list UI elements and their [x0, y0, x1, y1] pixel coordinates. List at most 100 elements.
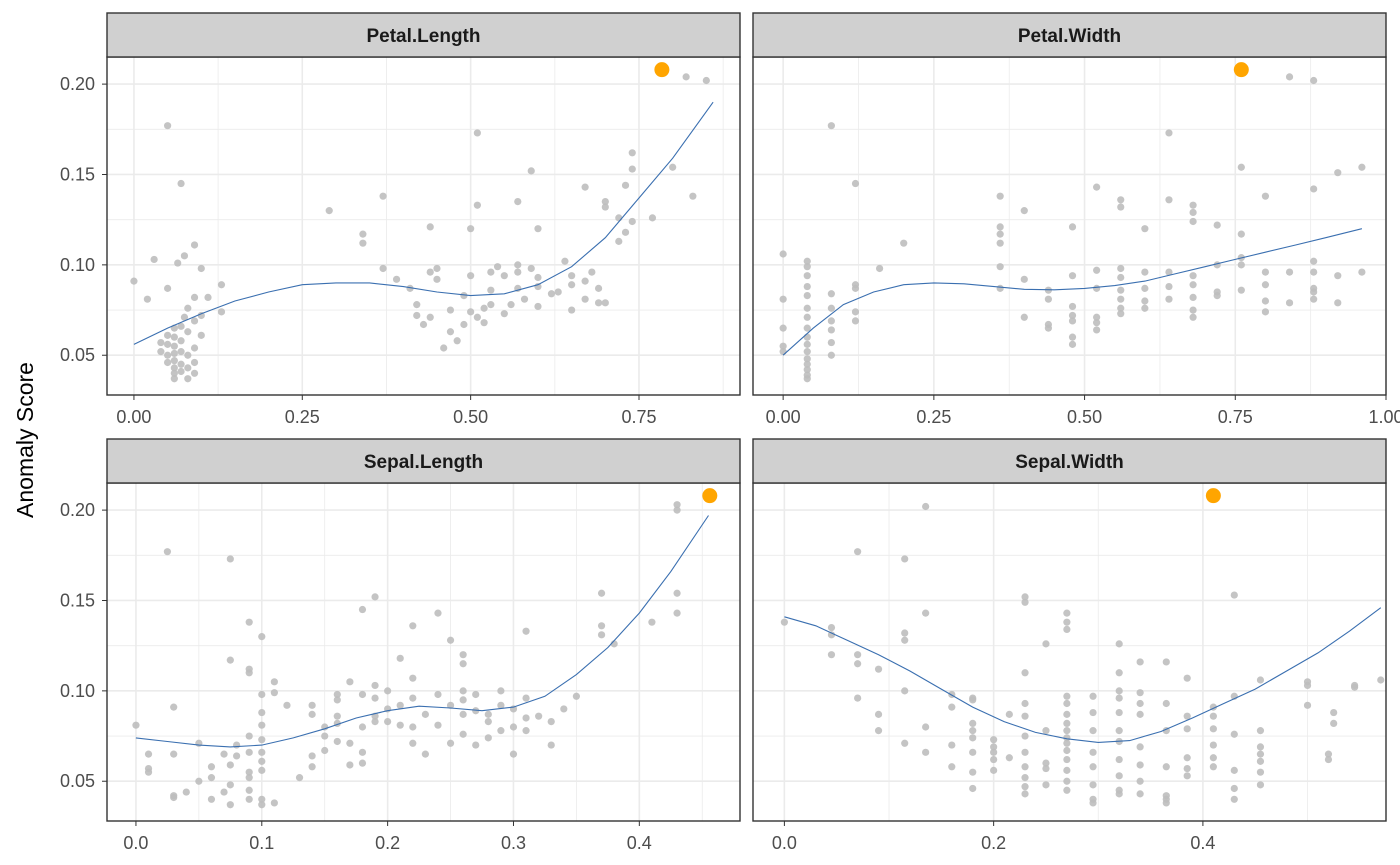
data-point — [245, 786, 253, 794]
data-point — [803, 375, 811, 383]
data-point — [358, 605, 367, 614]
data-point — [568, 272, 576, 280]
data-point — [226, 555, 234, 563]
data-point — [359, 239, 367, 247]
data-point — [1189, 281, 1197, 289]
data-point — [1261, 192, 1270, 200]
data-point — [1183, 754, 1191, 762]
data-point — [851, 179, 860, 188]
data-point — [534, 225, 542, 233]
data-point — [509, 723, 518, 731]
x-tick-label: 0.75 — [1218, 407, 1253, 427]
data-point — [1063, 692, 1071, 700]
data-point — [1230, 795, 1238, 803]
data-point — [621, 181, 630, 189]
data-point — [1068, 272, 1077, 280]
data-point — [803, 257, 811, 265]
data-point — [547, 717, 555, 726]
x-tick-label: 1.00 — [1368, 407, 1400, 427]
facet-strip — [106, 12, 741, 58]
data-point — [1237, 261, 1245, 269]
data-point — [245, 774, 253, 782]
data-point — [217, 308, 226, 316]
data-point — [184, 304, 192, 312]
data-point — [615, 237, 623, 245]
data-point — [996, 192, 1004, 200]
data-point — [1063, 786, 1071, 794]
data-point — [803, 263, 811, 271]
data-point — [1115, 694, 1123, 702]
data-point — [1093, 313, 1101, 321]
data-point — [1377, 676, 1385, 684]
data-point — [1117, 264, 1125, 273]
data-point — [1358, 163, 1366, 171]
data-point — [1261, 268, 1270, 276]
data-point — [628, 165, 636, 173]
data-point — [990, 748, 998, 756]
data-point — [421, 710, 429, 718]
data-point — [459, 696, 467, 704]
data-point — [358, 690, 367, 699]
data-point — [1115, 687, 1123, 695]
data-point — [1303, 681, 1312, 690]
x-tick-label: 0.2 — [375, 833, 400, 853]
data-point — [473, 129, 481, 137]
data-point — [1285, 299, 1294, 307]
smooth-line — [782, 228, 1363, 356]
data-point — [996, 223, 1004, 231]
data-point — [308, 752, 316, 760]
data-point — [827, 317, 835, 325]
data-point — [144, 768, 153, 776]
data-point — [969, 719, 977, 727]
data-point — [245, 795, 253, 803]
data-point — [1209, 712, 1217, 720]
data-point — [1334, 299, 1342, 307]
data-point — [803, 282, 811, 291]
data-point — [1183, 725, 1191, 733]
data-point — [522, 694, 530, 702]
data-point — [204, 293, 212, 301]
data-point — [1136, 689, 1144, 697]
data-point — [325, 207, 333, 215]
data-point — [803, 366, 811, 374]
data-point — [1141, 304, 1149, 312]
data-point — [180, 313, 189, 321]
data-point — [673, 501, 681, 509]
data-point — [177, 348, 185, 356]
data-point — [1115, 790, 1123, 798]
data-point — [1358, 268, 1366, 276]
x-tick-label: 0.00 — [116, 407, 151, 427]
data-point — [245, 768, 253, 776]
data-point — [827, 651, 836, 659]
data-point — [258, 708, 266, 717]
data-point — [1209, 763, 1217, 771]
data-point — [547, 290, 556, 298]
data-point — [1063, 777, 1071, 785]
data-point — [180, 252, 189, 260]
data-point — [233, 741, 241, 749]
data-point — [132, 721, 140, 729]
x-tick-label: 0.50 — [1067, 407, 1102, 427]
x-tick-label: 0.50 — [453, 407, 488, 427]
data-point — [245, 748, 253, 756]
data-point — [497, 727, 505, 735]
data-point — [446, 636, 455, 644]
data-point — [601, 299, 609, 307]
data-point — [426, 223, 434, 231]
facet-panel: 0.0 0.2 0.4 Sepal.Width — [752, 438, 1387, 853]
data-point — [1141, 284, 1149, 292]
data-point — [1063, 710, 1071, 718]
data-point — [1310, 295, 1318, 303]
data-point — [487, 268, 495, 276]
data-point — [1093, 326, 1101, 334]
data-point — [396, 721, 404, 729]
data-point — [581, 183, 589, 191]
data-point — [874, 710, 883, 718]
data-point — [226, 781, 234, 789]
data-point — [827, 351, 835, 359]
data-point — [1256, 750, 1265, 758]
data-point — [1189, 217, 1197, 226]
data-point — [170, 357, 178, 365]
smooth-line — [133, 101, 714, 345]
data-point — [1042, 727, 1050, 735]
